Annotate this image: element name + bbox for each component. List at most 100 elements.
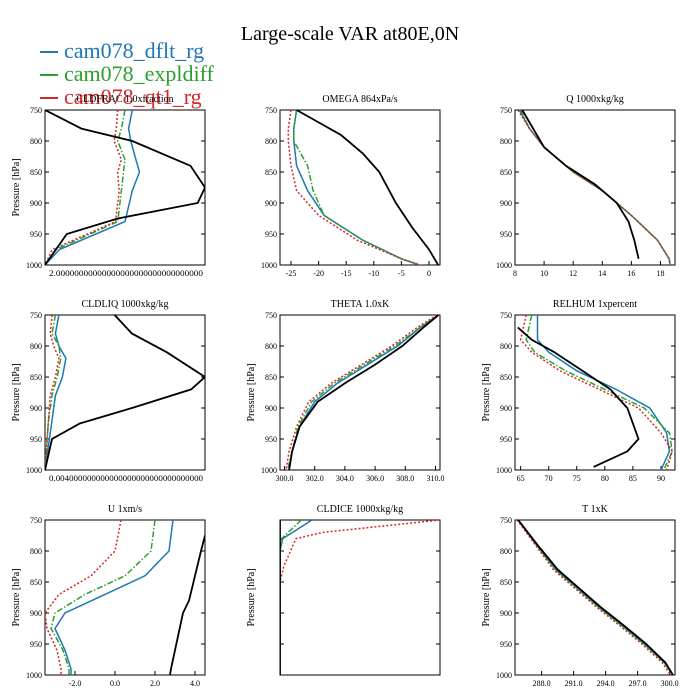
- y-tick-label: 750: [30, 106, 42, 115]
- y-tick-label: 850: [500, 373, 512, 382]
- panel-frame: [279, 519, 441, 676]
- x-tick-label: 14: [598, 269, 606, 278]
- y-axis-label: Pressure [hPa]: [481, 363, 492, 421]
- y-tick-label: 850: [500, 578, 512, 587]
- y-tick-label: 950: [265, 230, 277, 239]
- y-axis-label: Pressure [hPa]: [11, 568, 22, 626]
- series-line-reference: [517, 326, 640, 468]
- series-line-cam078_dflt_rg: [288, 315, 439, 470]
- x-tick-label: 4.0: [190, 679, 200, 688]
- series-line-cam078_qt1_rg: [519, 315, 674, 470]
- series-line-cam078_dflt_rg: [518, 110, 671, 265]
- y-axis-label: Pressure [hPa]: [11, 363, 22, 421]
- series-line-cam078_dflt_rg: [280, 520, 313, 675]
- y-tick-label: 1000: [26, 466, 42, 475]
- y-tick-label: 850: [265, 168, 277, 177]
- y-tick-label: 850: [30, 373, 42, 382]
- series-line-cam078_expldiff: [520, 110, 671, 265]
- y-tick-label: 900: [500, 199, 512, 208]
- x-tick-label: 291.0: [565, 679, 583, 688]
- series-line-cam078_dflt_rg: [45, 110, 141, 265]
- x-tick-label: 2.00000000000000000000000000000000: [49, 269, 203, 278]
- series-line-cam078_expldiff: [45, 110, 126, 265]
- x-tick-label: -25: [286, 269, 297, 278]
- y-tick-label: 950: [500, 640, 512, 649]
- series-line-cam078_expldiff: [286, 315, 439, 470]
- panel-frame: [279, 314, 441, 471]
- y-tick-label: 750: [30, 311, 42, 320]
- y-tick-label: 900: [265, 199, 277, 208]
- y-axis-label: Pressure [hPa]: [246, 363, 257, 421]
- panel-0: CLDFRAC 1.0xfraction 750 800 850 900 950 1000 P…: [11, 94, 206, 278]
- legend-label-cam078_dflt_rg: cam078_dflt_rg: [64, 38, 204, 63]
- series-line-reference: [288, 315, 440, 470]
- panel-title: CLDFRAC 1.0xfraction: [76, 94, 173, 105]
- series-line-reference: [296, 110, 440, 265]
- x-tick-label: 0: [427, 269, 431, 278]
- panel-title: CLDLIQ 1000xkg/kg: [82, 299, 169, 310]
- panel-frame: [44, 314, 206, 471]
- x-tick-label: 65: [517, 474, 525, 483]
- series-line-cam078_qt1_rg: [517, 110, 671, 265]
- panel-6: U 1xm/s 750 800 850 900 950 1000 Pressure [hPa]…: [11, 504, 206, 688]
- panel-title: Q 1000xkg/kg: [566, 94, 624, 105]
- y-tick-label: 900: [265, 404, 277, 413]
- y-tick-label: 750: [265, 106, 277, 115]
- x-tick-label: 18: [656, 269, 664, 278]
- y-tick-label: 1000: [496, 261, 512, 270]
- x-tick-label: 75: [573, 474, 581, 483]
- legend-label-cam078_expldiff: cam078_expldiff: [64, 61, 215, 86]
- series-line-cam078_qt1_rg: [287, 110, 423, 265]
- y-tick-label: 900: [30, 404, 42, 413]
- x-tick-label: 2.0: [150, 679, 160, 688]
- y-tick-label: 800: [265, 137, 277, 146]
- series-line-cam078_expldiff: [525, 315, 673, 470]
- x-tick-label: 300.0: [276, 474, 294, 483]
- series-line-cam078_expldiff: [45, 315, 62, 470]
- series-line-cam078_expldiff: [293, 110, 423, 265]
- x-tick-label: 310.0: [426, 474, 444, 483]
- panel-frame: [44, 519, 206, 676]
- x-tick-label: 0.004000000000000000000000000000000: [49, 474, 203, 483]
- panel-7: CLDICE 1000xkg/kg Pressure [hPa]: [246, 504, 441, 676]
- y-axis-label: Pressure [hPa]: [481, 568, 492, 626]
- x-tick-label: 302.0: [306, 474, 324, 483]
- y-axis-label: Pressure [hPa]: [11, 158, 22, 216]
- x-tick-label: 288.0: [533, 679, 551, 688]
- y-tick-label: 950: [500, 230, 512, 239]
- x-tick-label: -15: [341, 269, 352, 278]
- y-tick-label: 850: [265, 373, 277, 382]
- y-tick-label: 1000: [26, 261, 42, 270]
- x-tick-label: -5: [398, 269, 405, 278]
- panel-frame: [279, 109, 441, 266]
- series-line-cam078_qt1_rg: [45, 315, 60, 470]
- y-tick-label: 900: [30, 199, 42, 208]
- y-tick-label: 800: [265, 342, 277, 351]
- y-tick-label: 800: [500, 342, 512, 351]
- y-tick-label: 1000: [496, 466, 512, 475]
- series-line-reference: [517, 520, 674, 675]
- series-line-reference: [169, 535, 205, 675]
- panel-title: T 1xK: [582, 504, 608, 515]
- x-tick-label: 294.0: [597, 679, 615, 688]
- x-tick-label: 70: [545, 474, 553, 483]
- x-tick-label: 8: [513, 269, 517, 278]
- y-tick-label: 1000: [261, 466, 277, 475]
- y-tick-label: 1000: [26, 671, 42, 680]
- main-title: Large-scale VAR at80E,0N: [241, 23, 459, 45]
- x-tick-label: 12: [569, 269, 577, 278]
- panel-title: RELHUM 1xpercent: [553, 299, 637, 310]
- series-line-reference: [45, 315, 205, 470]
- series-line-cam078_expldiff: [280, 520, 302, 675]
- series-line-cam078_qt1_rg: [516, 520, 672, 675]
- panel-5: RELHUM 1xpercent 750 800 850 900 950 1000 Press…: [481, 299, 676, 483]
- series-line-reference: [45, 110, 205, 265]
- x-tick-label: 306.0: [366, 474, 384, 483]
- x-tick-label: -2.0: [69, 679, 82, 688]
- legend-label-cam078_qt1_rg: cam078_qt1_rg: [64, 84, 202, 109]
- x-tick-label: 297.0: [629, 679, 647, 688]
- legend: cam078_dflt_rgcam078_expldiffcam078_qt1_…: [40, 38, 215, 109]
- series-line-cam078_dflt_rg: [536, 315, 671, 470]
- x-tick-label: 90: [657, 474, 665, 483]
- x-tick-label: 16: [627, 269, 635, 278]
